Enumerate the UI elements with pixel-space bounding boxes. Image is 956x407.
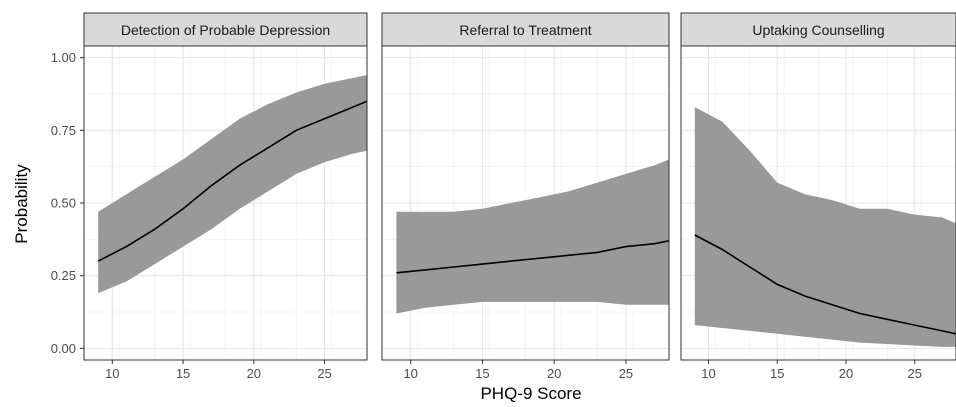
x-tick-label: 25 bbox=[908, 366, 922, 381]
y-tick-label: 0.75 bbox=[51, 123, 76, 138]
facet-strip bbox=[381, 12, 670, 47]
x-axis-title: PHQ-9 Score bbox=[480, 384, 581, 403]
x-tick-label: 25 bbox=[317, 366, 331, 381]
y-tick-label: 1.00 bbox=[51, 50, 76, 65]
facet-panel: Uptaking Counselling 10 15 20 25 bbox=[680, 12, 956, 381]
x-tick-label: 25 bbox=[619, 366, 633, 381]
probability-line bbox=[694, 234, 956, 335]
confidence-band bbox=[694, 107, 956, 347]
y-tick-label: 0.00 bbox=[51, 341, 76, 356]
y-axis-title: Probability bbox=[12, 164, 31, 244]
facet-panel: Referral to Treatment 10 15 20 25 bbox=[381, 12, 670, 381]
probability-line bbox=[396, 240, 669, 274]
x-tick-label: 10 bbox=[105, 366, 119, 381]
x-tick-label: 10 bbox=[701, 366, 715, 381]
facet-title: Detection of Probable Depression bbox=[121, 22, 330, 38]
y-tick-label: 0.50 bbox=[51, 196, 76, 211]
x-tick-label: 15 bbox=[176, 366, 190, 381]
y-axis: 0.00 0.25 0.50 0.75 1.00 bbox=[51, 50, 84, 356]
y-tick-label: 0.25 bbox=[51, 268, 76, 283]
x-tick-label: 15 bbox=[770, 366, 784, 381]
facet-panel: Detection of Probable Depression 10 15 20 25 bbox=[83, 12, 368, 381]
facet-strip bbox=[83, 12, 368, 47]
facet-strip bbox=[680, 12, 956, 47]
panels-layer: Detection of Probable Depression 10 15 20 25… bbox=[83, 12, 956, 381]
facet-title: Referral to Treatment bbox=[459, 22, 591, 38]
x-tick-label: 20 bbox=[547, 366, 561, 381]
confidence-band bbox=[396, 159, 669, 314]
x-tick-label: 15 bbox=[475, 366, 489, 381]
x-tick-label: 10 bbox=[403, 366, 417, 381]
probability-line bbox=[97, 100, 367, 262]
x-tick-label: 20 bbox=[247, 366, 261, 381]
x-tick-label: 20 bbox=[839, 366, 853, 381]
facet-title: Uptaking Counselling bbox=[752, 22, 884, 38]
